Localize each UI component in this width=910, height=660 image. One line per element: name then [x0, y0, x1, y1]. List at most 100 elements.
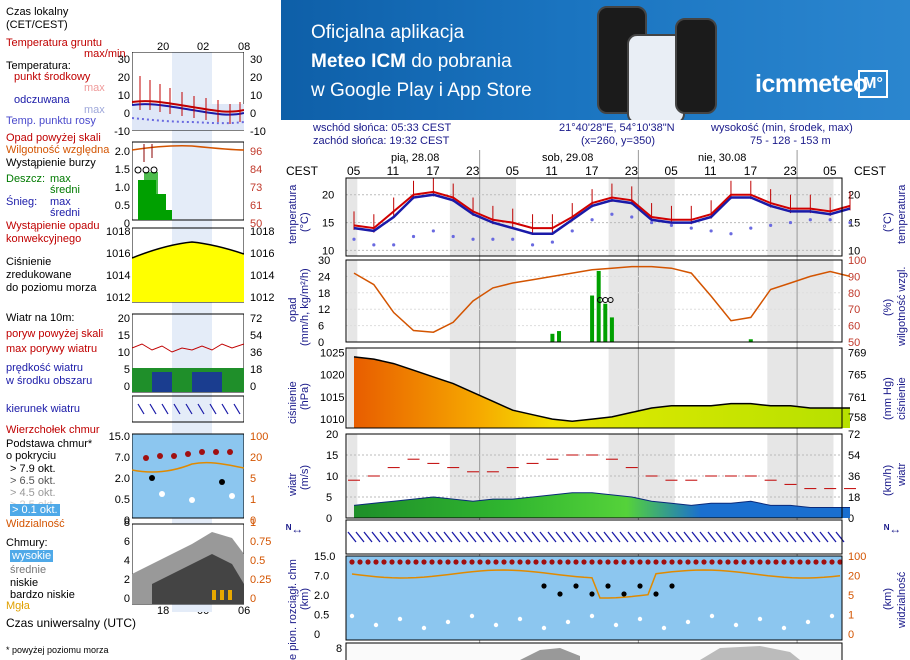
legend-left-tick: 2 [123, 574, 130, 586]
legend-snow: Śnieg: [6, 196, 38, 208]
cloud-top-dot [757, 559, 763, 565]
temp-axis-label: temperatura [287, 184, 299, 244]
sunset: zachód słońca: 19:32 CEST [313, 135, 450, 147]
pressure-mmhg-unit: (mm Hg) [882, 377, 894, 420]
legend-pressure-2: zredukowane [6, 269, 72, 281]
cloud-top-dot [349, 559, 355, 565]
night-band [449, 260, 517, 342]
hour-label: 23 [625, 164, 639, 178]
legend-storm: Wystąpienie burzy [6, 157, 96, 169]
pressure-tick-left: 1020 [320, 370, 344, 382]
legend-cloud-base-2: o pokryciu [6, 450, 57, 462]
cloud-axis-unit: (km) [299, 588, 311, 610]
cloud-shape [700, 646, 800, 660]
cloud-top-dot [453, 559, 459, 565]
legend-pressure-1: Ciśnienie [6, 256, 52, 268]
legend-okt-3: > 4.5 okt. [10, 487, 56, 499]
temp-felt-line [353, 193, 851, 235]
dew-point [610, 212, 614, 216]
cloud-top-dot [597, 559, 603, 565]
wind-arrow [547, 531, 557, 543]
legend-temp-mid: punkt środkowy [14, 71, 91, 83]
humidity-tick-right: 60 [848, 321, 860, 333]
wind-arrow [787, 531, 797, 543]
day-label: sob, 29.08 [542, 152, 593, 164]
temp-axis-unit: (°C) [299, 212, 311, 232]
wind-arrow [803, 531, 813, 543]
dew-point [709, 229, 713, 233]
wind-arrow [387, 531, 397, 543]
pressure-line [353, 356, 850, 423]
precip-tick-left: 30 [318, 255, 330, 267]
legend-temp-ground-maxmin: max/min [84, 48, 126, 60]
wind-arrow [643, 531, 653, 543]
wind-arrow [691, 531, 701, 543]
legend-okt-2: > 6.5 okt. [10, 475, 56, 487]
legend-right-tick: 0.75 [250, 536, 272, 548]
legend-wind-speed-1: prędkość wiatru [6, 362, 84, 374]
precip-bar [590, 295, 595, 342]
cloud-top-dot [797, 559, 803, 565]
wind-arrow [507, 531, 517, 543]
legend-left-tick: 0.5 [114, 200, 130, 212]
cloud-top-dot [773, 559, 779, 565]
night-band [347, 348, 358, 428]
cloud-top-dot [605, 559, 611, 565]
wind-arrow [635, 531, 645, 543]
cloud-dense-dot [637, 583, 643, 589]
legend-temp-felt: odczuwana [14, 94, 70, 106]
legend-right-tick: 54 [250, 330, 263, 342]
day-label: nie, 30.08 [698, 152, 746, 164]
cloud-dense-dot [573, 583, 579, 589]
dew-point [590, 218, 594, 222]
icmmeteo-logo: icmmeteo [755, 70, 868, 98]
cloud-top-dot [501, 559, 507, 565]
wind-arrow [539, 531, 549, 543]
cloud-top-dot [677, 559, 683, 565]
legend-time-tick-3: 08 [238, 41, 251, 53]
legend-wind-dir-panel [132, 395, 244, 423]
height-values: 75 - 128 - 153 m [750, 135, 831, 147]
legend-temp-max: max [84, 82, 105, 94]
legend-clouds-panel [132, 523, 244, 605]
cloud-top-dot [469, 559, 475, 565]
wind-arrow [403, 531, 413, 543]
coordinates: 21°40'28"E, 54°10'38"N [559, 122, 675, 134]
wind-arrow [659, 531, 669, 543]
pressure-mmhg-tick: 765 [848, 370, 866, 382]
dew-point [451, 234, 455, 239]
hour-label: 17 [744, 164, 758, 178]
legend-cloud-low: niskie [10, 577, 39, 589]
wind-arrow [627, 531, 637, 543]
legend-gust-max: max porywy wiatru [6, 343, 98, 355]
cloud-dense-dot [621, 591, 627, 597]
cloud-top-dot [749, 559, 755, 565]
wind-speed-line [353, 492, 850, 508]
dew-point [411, 234, 416, 239]
legend-fog: Mgła [6, 600, 30, 612]
pressure-mmhg-label: ciśnienie [896, 377, 908, 420]
cloud-low-dot [829, 613, 835, 619]
cloud-top-dot [621, 559, 627, 565]
grid-point: (x=260, y=350) [581, 135, 655, 147]
wind-arrow [371, 531, 381, 543]
wind-speed-area [354, 492, 850, 518]
day-label: pią, 28.08 [391, 152, 439, 164]
app-ad-banner[interactable]: Oficjalna aplikacja Meteo ICM do pobrani… [281, 0, 910, 120]
wind-tick-left: 15 [326, 450, 338, 462]
cest-left: CEST [286, 164, 319, 178]
precip-axis-unit: (mm/h, kg/m²/h) [299, 268, 311, 346]
phone-image-3 [675, 18, 717, 114]
cloud-low-dot [421, 625, 427, 631]
legend-left-tick: 1.5 [114, 164, 130, 176]
legend-left-tick: 5 [123, 364, 130, 376]
cloud-top-dot [653, 559, 659, 565]
temp-tick-left: 15 [322, 218, 334, 230]
legend-cloud-mid: średnie [10, 564, 47, 576]
cloud-top-dot [397, 559, 403, 565]
wind-kmh-unit: (km/h) [882, 464, 894, 496]
wind-arrow [531, 531, 541, 543]
humidity-tick-right: 70 [848, 304, 860, 316]
legend-wind-top: Wierzchołek chmur [6, 424, 100, 436]
